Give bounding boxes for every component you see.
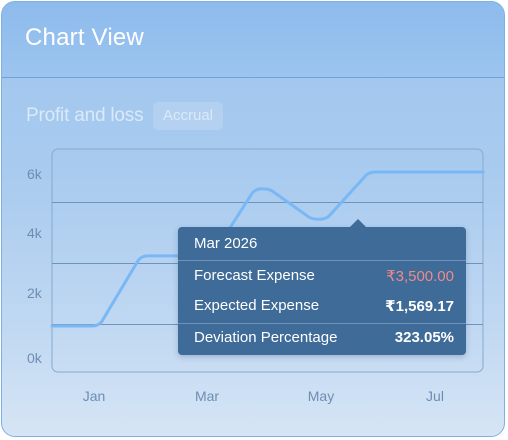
tooltip-arrow [350,219,366,227]
forecast-expense-value: ₹3,500.00 [386,268,454,285]
tooltip-row-deviation: Deviation Percentage 323.05% [194,329,454,349]
y-axis-ticks: 0k 2k 4k 6k [27,166,43,366]
card-header: Chart View [2,2,504,78]
profit-loss-chart: 0k 2k 4k 6k Jan Mar May Jul [27,148,485,404]
deviation-percentage-label: Deviation Percentage [194,329,338,346]
y-tick-label: 2k [27,285,43,301]
y-tick-label: 6k [27,166,43,182]
tooltip-row-forecast: Forecast Expense ₹3,500.00 [194,267,454,287]
expected-expense-value: ₹1,569.17 [385,298,454,315]
card-title: Chart View [25,24,144,51]
x-tick-label: Jul [426,388,444,404]
series-line[interactable] [50,170,485,328]
plot-frame [51,148,484,373]
tooltip-divider [178,323,466,324]
forecast-expense-label: Forecast Expense [194,267,315,284]
x-axis-ticks: Jan Mar May Jul [83,388,444,404]
y-tick-label: 4k [27,225,43,241]
x-tick-label: May [308,388,334,404]
series-group [50,170,485,328]
x-tick-label: Jan [83,388,106,404]
chart-title: Profit and loss [26,105,144,126]
data-tooltip: Mar 2026 Forecast Expense ₹3,500.00 Expe… [178,219,466,355]
accrual-badge[interactable]: Accrual [153,102,223,130]
deviation-percentage-value: 323.05% [394,329,454,346]
tooltip-row-expected: Expected Expense ₹1,569.17 [194,297,454,317]
tooltip-title: Mar 2026 [194,235,258,252]
expected-expense-label: Expected Expense [194,297,320,314]
y-tick-label: 0k [27,350,43,366]
tooltip-divider [178,260,466,261]
x-tick-label: Mar [195,388,219,404]
